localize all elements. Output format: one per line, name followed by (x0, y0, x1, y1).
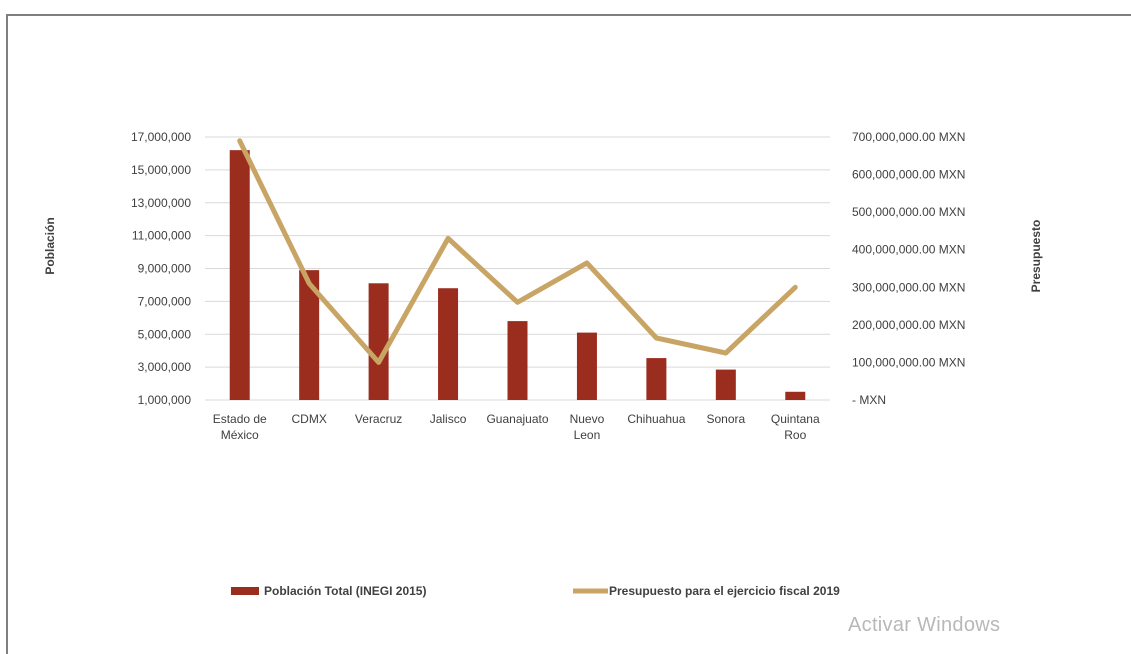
right-tick-label: - MXN (852, 393, 886, 407)
right-tick-label: 500,000,000.00 MXN (852, 205, 965, 219)
legend: Población Total (INEGI 2015) Presupuesto… (231, 584, 840, 598)
category-label: Estado de México (213, 412, 267, 442)
right-tick-label: 300,000,000.00 MXN (852, 280, 965, 294)
bar-series (229, 150, 806, 400)
left-tick-label: 3,000,000 (138, 360, 192, 374)
right-axis-ticks: - MXN 100,000,000.00 MXN 200,000,000.00 MX… (852, 130, 965, 407)
line-point (308, 283, 310, 285)
windows-activation-watermark: Activar Windows (848, 614, 1001, 636)
line-point (517, 301, 518, 303)
line-point (794, 286, 796, 288)
category-labels: Estado de México CDMX Veracruz Jalisco Guanaj… (213, 412, 820, 442)
combo-chart: 1,000,000 3,000,000 5,000,000 7,000,000 9,00… (43, 130, 1043, 598)
category-label: Jalisco (430, 412, 467, 426)
right-tick-label: 600,000,000.00 MXN (852, 168, 965, 182)
left-tick-label: 11,000,000 (132, 229, 191, 243)
bar (438, 288, 459, 400)
bar (715, 369, 736, 400)
left-tick-label: 15,000,000 (131, 163, 191, 177)
right-tick-label: 400,000,000.00 MXN (852, 243, 965, 257)
bar (229, 150, 250, 400)
left-tick-label: 7,000,000 (138, 294, 192, 308)
bar (299, 270, 320, 400)
line-point (655, 337, 657, 339)
line-point (239, 140, 241, 142)
chart-frame (6, 14, 1131, 654)
bar (576, 332, 597, 400)
left-axis-ticks: 1,000,000 3,000,000 5,000,000 7,000,000 9,00… (131, 130, 191, 407)
left-tick-label: 17,000,000 (131, 130, 191, 144)
line-point (725, 352, 727, 354)
line-point (378, 361, 380, 363)
left-tick-label: 1,000,000 (138, 393, 192, 407)
line-point (447, 237, 449, 239)
legend-label-line: Presupuesto para el ejercicio fiscal 201… (609, 584, 840, 598)
category-label: Nuevo Leon (570, 412, 605, 442)
bar (785, 391, 806, 400)
category-label: Sonora (706, 412, 745, 426)
line-point (586, 262, 588, 264)
bar (646, 358, 667, 400)
right-tick-label: 100,000,000.00 MXN (852, 355, 965, 369)
left-tick-label: 9,000,000 (138, 262, 192, 276)
category-label: Chihuahua (627, 412, 685, 426)
legend-swatch-bar (231, 587, 259, 595)
left-tick-label: 5,000,000 (138, 327, 192, 341)
right-tick-label: 200,000,000.00 MXN (852, 318, 965, 332)
category-label: Quintana Roo (771, 412, 820, 442)
right-axis-title: Presupuesto (1029, 220, 1043, 293)
line-series (237, 138, 798, 365)
legend-label-bar: Población Total (INEGI 2015) (264, 584, 426, 598)
category-label: Guanajuato (486, 412, 548, 426)
category-label: Veracruz (355, 412, 402, 426)
bar (368, 283, 389, 400)
left-tick-label: 13,000,000 (131, 196, 191, 210)
bar (507, 321, 528, 400)
left-axis-title: Población (43, 217, 57, 274)
right-tick-label: 700,000,000.00 MXN (852, 130, 965, 144)
category-label: CDMX (291, 412, 326, 426)
